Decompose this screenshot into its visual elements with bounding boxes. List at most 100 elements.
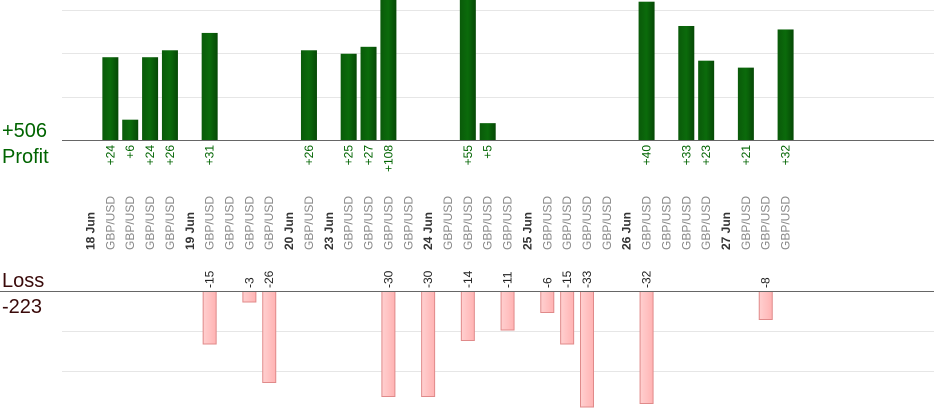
loss-bars — [202, 291, 773, 408]
loss-value-label: -32 — [640, 270, 654, 288]
category-label: GBP/USD — [223, 196, 237, 250]
loss-value-label: -14 — [461, 270, 475, 288]
category-label: GBP/USD — [739, 196, 753, 250]
loss-bar — [639, 291, 654, 404]
profit-value-label: +55 — [461, 145, 475, 166]
category-label: GBP/USD — [580, 196, 594, 250]
profit-value-label: +25 — [342, 145, 356, 166]
loss-value-label: -33 — [580, 270, 594, 288]
category-label: GBP/USD — [381, 196, 395, 250]
profit-bar — [360, 46, 377, 141]
loss-value-label: -6 — [540, 277, 554, 288]
loss-bar — [242, 291, 257, 303]
loss-bar — [421, 291, 436, 397]
date-label: 23 Jun — [322, 212, 336, 250]
loss-value-label: -30 — [381, 270, 395, 288]
profit-value-label: +31 — [203, 145, 217, 166]
date-label: 27 Jun — [719, 212, 733, 250]
gridlines — [62, 10, 934, 372]
category-label: GBP/USD — [143, 196, 157, 250]
category-label: GBP/USD — [461, 196, 475, 250]
category-label: GBP/USD — [481, 196, 495, 250]
category-label: GBP/USD — [659, 196, 673, 250]
loss-bar — [560, 291, 575, 345]
profit-value-labels: +24 +6 +24 +26 +31 +26 +25 +27 +108 +55 +5 +40 +33 +2… — [103, 145, 792, 172]
profit-bar — [380, 0, 397, 141]
profit-value-label: +26 — [302, 145, 316, 166]
profit-bar — [201, 32, 218, 141]
category-label: GBP/USD — [203, 196, 217, 250]
profit-bar — [698, 60, 715, 141]
profit-bar — [340, 53, 357, 141]
loss-bar — [460, 291, 475, 341]
category-label: GBP/USD — [441, 196, 455, 250]
date-label: 19 Jun — [183, 212, 197, 250]
profit-value-label: +26 — [163, 145, 177, 166]
category-label: GBP/USD — [501, 196, 515, 250]
category-label: GBP/USD — [640, 196, 654, 250]
profit-bar — [122, 119, 139, 141]
loss-total: -223 — [2, 296, 42, 318]
profit-bar — [161, 50, 178, 141]
category-label: GBP/USD — [342, 196, 356, 250]
profit-bar — [678, 25, 695, 141]
category-label: GBP/USD — [242, 196, 256, 250]
loss-bar — [540, 291, 555, 313]
category-label: GBP/USD — [103, 196, 117, 250]
profit-value-label: +108 — [381, 145, 395, 172]
category-label: GBP/USD — [679, 196, 693, 250]
profit-value-label: +33 — [679, 145, 693, 166]
profit-value-label: +5 — [481, 145, 495, 159]
loss-label: Loss — [2, 270, 44, 292]
loss-bar — [758, 291, 773, 320]
profit-bar — [638, 1, 655, 141]
category-label: GBP/USD — [302, 196, 316, 250]
category-label: GBP/USD — [362, 196, 376, 250]
category-label: GBP/USD — [560, 196, 574, 250]
category-label: GBP/USD — [163, 196, 177, 250]
profit-bar — [777, 29, 794, 141]
category-label: GBP/USD — [262, 196, 276, 250]
loss-bar — [580, 291, 594, 408]
profit-bars — [102, 0, 794, 141]
date-label: 18 Jun — [84, 212, 98, 250]
profit-value-label: +21 — [739, 145, 753, 166]
profit-bar — [102, 57, 119, 141]
loss-bar — [262, 291, 277, 383]
loss-value-labels: -15 -3 -26 -30 -30 -14 -11 -6 -15 -33 -32 -8 — [203, 270, 773, 288]
profit-value-label: +24 — [143, 145, 157, 166]
category-label: GBP/USD — [600, 196, 614, 250]
loss-bar — [202, 291, 217, 345]
profit-total: +506 — [2, 120, 47, 142]
category-label: GBP/USD — [759, 196, 773, 250]
loss-value-label: -3 — [242, 277, 256, 288]
profit-bar — [479, 123, 496, 141]
loss-bar — [381, 291, 396, 397]
profit-value-label: +24 — [103, 145, 117, 166]
profit-value-label: +23 — [699, 145, 713, 166]
loss-value-label: -11 — [501, 271, 515, 288]
loss-value-label: -15 — [203, 270, 217, 288]
loss-value-label: -15 — [560, 270, 574, 288]
category-label: GBP/USD — [401, 196, 415, 250]
date-label: 26 Jun — [620, 212, 634, 250]
date-label: 24 Jun — [421, 212, 435, 250]
loss-bar — [500, 291, 515, 331]
profit-value-label: +27 — [362, 145, 376, 166]
category-label: GBP/USD — [540, 196, 554, 250]
loss-value-label: -8 — [759, 277, 773, 288]
profit-label: Profit — [2, 146, 49, 168]
profit-bar — [459, 0, 476, 141]
profit-bar — [142, 57, 159, 141]
profit-value-label: +32 — [779, 145, 793, 166]
profit-bar — [737, 67, 754, 141]
profit-value-label: +6 — [123, 145, 137, 159]
date-label: 25 Jun — [520, 212, 534, 250]
loss-value-label: -30 — [421, 270, 435, 288]
category-label: GBP/USD — [123, 196, 137, 250]
category-label: GBP/USD — [699, 196, 713, 250]
profit-value-label: +40 — [640, 145, 654, 166]
date-label: 20 Jun — [282, 212, 296, 250]
loss-value-label: -26 — [262, 270, 276, 288]
